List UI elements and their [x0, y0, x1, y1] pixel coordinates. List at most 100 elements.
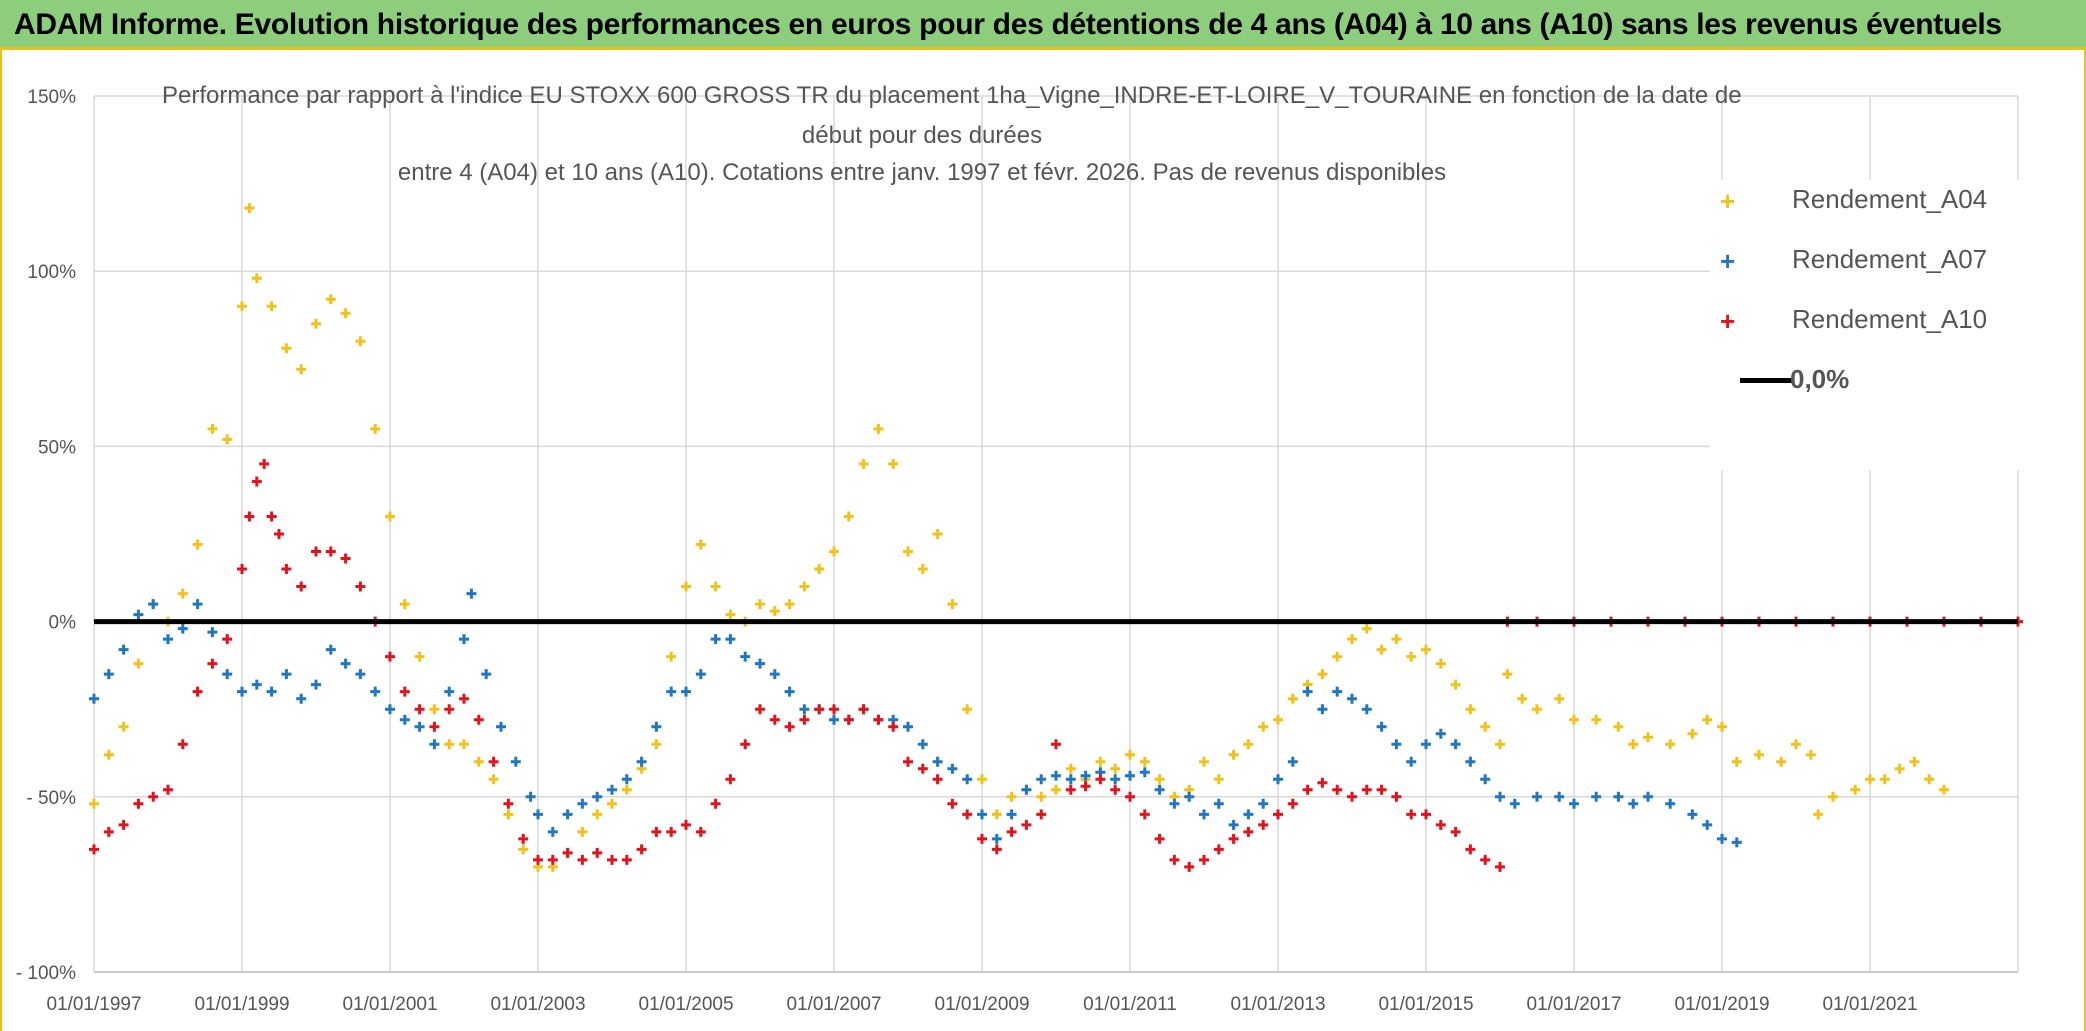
report-banner: ADAM Informe. Evolution historique des p…	[0, 0, 2086, 50]
data-point	[843, 511, 854, 522]
data-point	[1828, 791, 1838, 802]
data-point	[177, 739, 188, 750]
data-point	[192, 599, 203, 610]
data-point	[784, 721, 795, 732]
data-point	[784, 599, 795, 610]
data-point	[1095, 756, 1106, 767]
data-point	[222, 669, 233, 680]
data-point	[932, 529, 943, 539]
data-point	[903, 546, 913, 557]
data-points	[89, 203, 2023, 872]
data-point	[1080, 770, 1091, 781]
data-point	[1879, 774, 1890, 785]
data-point	[1731, 756, 1742, 767]
data-point	[296, 693, 307, 704]
data-point	[1154, 774, 1165, 785]
data-point	[399, 714, 410, 725]
data-point	[518, 833, 529, 844]
data-point	[1569, 714, 1579, 725]
data-point	[829, 704, 839, 715]
data-point	[163, 634, 173, 645]
data-point	[1273, 774, 1283, 785]
data-point	[562, 809, 573, 820]
data-point	[1554, 693, 1565, 704]
data-point	[1243, 739, 1254, 750]
y-tick-label: - 50%	[26, 788, 76, 809]
chart-title-line-2: début pour des durées	[801, 122, 1043, 149]
data-point	[991, 833, 1002, 844]
data-point	[1361, 623, 1372, 634]
data-point	[488, 774, 499, 785]
data-point	[1332, 686, 1343, 697]
data-point	[1065, 784, 1076, 795]
data-point	[481, 669, 492, 680]
data-point	[621, 774, 632, 785]
data-point	[1361, 704, 1372, 715]
data-point	[1199, 756, 1209, 767]
data-point	[592, 847, 603, 858]
data-point	[1021, 784, 1032, 795]
gridlines	[93, 95, 2019, 973]
data-point	[1273, 714, 1283, 725]
data-point	[1687, 728, 1698, 739]
legend-label: Rendement_A10	[1792, 304, 1988, 334]
data-point	[799, 714, 810, 725]
data-point	[1450, 679, 1461, 690]
data-point	[1006, 809, 1017, 820]
data-point	[814, 704, 825, 715]
data-point	[1532, 704, 1542, 715]
data-point	[607, 784, 617, 795]
data-point	[1909, 756, 1920, 767]
data-point	[903, 721, 913, 732]
data-point	[1347, 693, 1357, 704]
x-tick-label: 01/01/2013	[1230, 994, 1325, 1015]
data-point	[1480, 721, 1491, 732]
data-point	[399, 686, 410, 697]
data-point	[207, 658, 218, 669]
data-point	[740, 739, 751, 750]
data-point	[340, 308, 351, 319]
legend-item-a04: + Rendement_A04	[1710, 180, 2040, 220]
data-point	[1036, 791, 1047, 802]
x-tick-label: 01/01/2001	[342, 994, 437, 1015]
data-point	[1080, 781, 1091, 792]
data-point	[755, 704, 765, 715]
data-point	[651, 826, 662, 837]
data-point	[244, 511, 255, 522]
data-point	[1332, 784, 1343, 795]
data-point	[340, 553, 351, 564]
data-point	[873, 714, 884, 725]
data-point	[89, 798, 99, 809]
data-point	[1376, 784, 1387, 795]
data-point	[1628, 798, 1639, 809]
data-point	[473, 756, 484, 767]
report-title: ADAM Informe. Evolution historique des p…	[14, 8, 2002, 41]
data-point	[355, 669, 366, 680]
data-point	[311, 546, 321, 557]
data-point	[1095, 774, 1106, 785]
data-point	[962, 704, 973, 715]
data-point	[1184, 861, 1195, 872]
data-point	[1287, 798, 1298, 809]
data-point	[1051, 770, 1061, 781]
data-point	[192, 539, 203, 550]
data-point	[340, 658, 351, 669]
data-point	[222, 634, 233, 645]
data-point	[414, 721, 425, 732]
data-point	[1495, 739, 1505, 750]
data-point	[947, 763, 958, 774]
data-point	[259, 458, 270, 469]
data-point	[1465, 844, 1476, 855]
data-point	[429, 704, 440, 715]
data-point	[177, 623, 188, 634]
data-point	[118, 721, 129, 732]
plus-marker-icon: +	[1720, 186, 1736, 216]
data-point	[1532, 791, 1542, 802]
data-point	[1421, 739, 1431, 750]
y-tick-label: 50%	[38, 437, 76, 458]
data-point	[473, 714, 484, 725]
data-point	[695, 539, 706, 550]
data-point	[1154, 833, 1165, 844]
data-point	[1273, 809, 1283, 820]
data-point	[1495, 791, 1505, 802]
